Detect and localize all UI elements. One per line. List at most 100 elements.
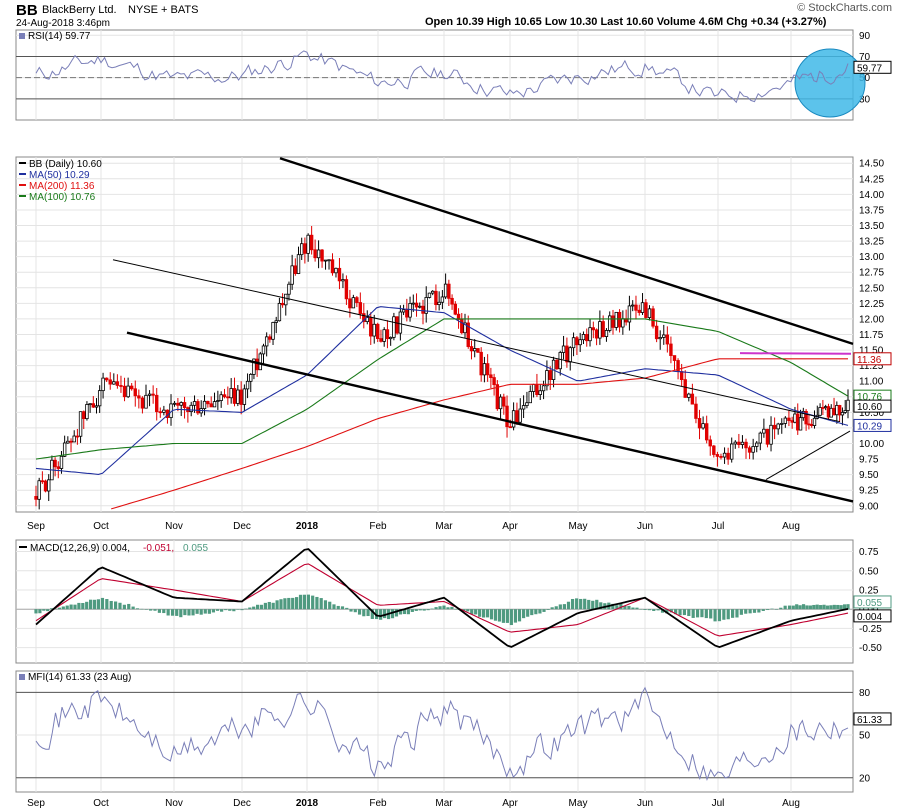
price-candle: [571, 337, 576, 349]
price-candle: [704, 423, 709, 441]
x-axis-mid-label: Aug: [782, 521, 800, 532]
x-axis-mid-label: Jun: [637, 521, 653, 532]
macd-histogram-bar: [454, 608, 458, 610]
price-candle: [796, 413, 800, 431]
price-candle: [372, 323, 376, 337]
macd-histogram-bar: [275, 600, 279, 610]
chart-datetime: 24-Aug-2018 3:46pm: [16, 18, 110, 29]
macd-histogram-bar: [149, 609, 153, 611]
price-candle: [155, 394, 159, 413]
price-candle: [192, 401, 197, 406]
macd-panel: [15, 539, 854, 664]
macd-histogram-bar: [236, 609, 240, 610]
price-candle: [306, 234, 310, 254]
macd-histogram-bar: [478, 609, 482, 617]
price-candle: [411, 302, 415, 305]
macd-histogram-bar: [779, 607, 783, 610]
price-candle: [846, 399, 850, 411]
price-last-badge: 10.29: [857, 421, 882, 432]
macd-histogram-bar: [526, 609, 530, 617]
macd-histogram-bar: [808, 605, 812, 610]
macd-histogram-bar: [438, 606, 442, 610]
macd-histogram-bar: [215, 609, 220, 611]
price-candle: [812, 417, 817, 426]
macd-histogram-bar: [183, 609, 187, 616]
price-candle: [810, 424, 814, 426]
price-candle: [115, 381, 120, 386]
price-candle: [719, 456, 723, 458]
price-candle: [658, 337, 662, 340]
macd-histogram-bar: [635, 607, 639, 610]
macd-histogram-bar: [652, 609, 656, 611]
macd-histogram-bar: [271, 602, 275, 610]
macd-histogram-bar: [414, 609, 418, 611]
price-candle: [672, 355, 677, 361]
macd-histogram-bar: [493, 609, 498, 621]
price-tick-label: 14.25: [859, 174, 884, 185]
price-candle: [765, 428, 770, 445]
price-tick-label: 12.50: [859, 283, 884, 294]
price-candle: [313, 249, 317, 259]
macd-histogram-bar: [422, 609, 426, 611]
price-candle: [274, 320, 278, 323]
price-candle: [75, 435, 80, 438]
macd-histogram-bar: [187, 609, 191, 616]
price-candle: [637, 309, 641, 313]
macd-histogram-bar: [402, 609, 406, 615]
macd-histogram-bar: [558, 604, 562, 610]
price-candle: [112, 381, 116, 385]
macd-histogram-bar: [798, 605, 802, 610]
price-candle: [498, 396, 503, 410]
macd-histogram-bar: [791, 605, 795, 610]
macd-histogram-bar: [426, 609, 430, 611]
price-candle: [341, 279, 345, 282]
price-candle: [604, 330, 609, 337]
macd-histogram-bar: [687, 609, 691, 617]
price-candle: [158, 411, 162, 414]
x-axis-bottom-label: 2018: [296, 798, 319, 809]
support-trend-line: [765, 430, 851, 481]
price-candle: [162, 409, 166, 413]
macd-histogram-bar: [53, 608, 58, 610]
x-axis-mid-label: Oct: [93, 521, 109, 532]
macd-histogram-bar: [144, 609, 148, 610]
macd-line: [35, 548, 849, 649]
price-candle: [780, 423, 784, 425]
macd-histogram-bar: [170, 609, 175, 616]
macd-histogram-bar: [695, 609, 700, 618]
macd-histogram-bar: [306, 594, 311, 610]
price-candle: [293, 265, 298, 274]
macd-histogram-bar: [105, 599, 109, 610]
macd-histogram-bar: [812, 604, 816, 610]
macd-histogram-bar: [311, 595, 315, 610]
x-axis-bottom-label: Oct: [93, 798, 109, 809]
mfi-legend-swatch: [19, 674, 25, 680]
stockcharts-brand: © StockCharts.com: [797, 2, 892, 14]
macd-histogram-bar: [825, 605, 830, 610]
macd-histogram-bar: [446, 607, 450, 610]
macd-histogram-bar: [332, 604, 336, 610]
price-candle: [108, 379, 112, 385]
x-axis-mid-label: Feb: [369, 521, 387, 532]
price-candle: [456, 313, 461, 320]
price-last-badge: 10.76: [857, 392, 882, 403]
price-tick-label: 9.00: [859, 501, 879, 512]
macd-histogram-bar: [722, 609, 726, 620]
price-candle: [568, 347, 572, 363]
exchange-label: NYSE + BATS: [128, 4, 199, 16]
macd-histogram-bar: [259, 604, 264, 610]
price-tick-label: 11.75: [859, 330, 884, 341]
macd-histogram-bar: [252, 606, 256, 610]
macd-histogram-bar: [328, 601, 332, 610]
price-candle: [362, 313, 366, 323]
price-candle: [369, 317, 373, 337]
macd-histogram-bar: [42, 609, 46, 611]
macd-histogram-bar: [92, 599, 97, 610]
macd-histogram-bar: [38, 609, 42, 614]
macd-hist-badge-box: [853, 595, 892, 609]
macd-histogram-bar: [678, 609, 682, 616]
macd-histogram-bar: [77, 602, 81, 610]
price-candle: [382, 329, 386, 342]
price-candle: [531, 384, 536, 392]
price-legend-label: MA(50) 10.29: [29, 170, 90, 181]
